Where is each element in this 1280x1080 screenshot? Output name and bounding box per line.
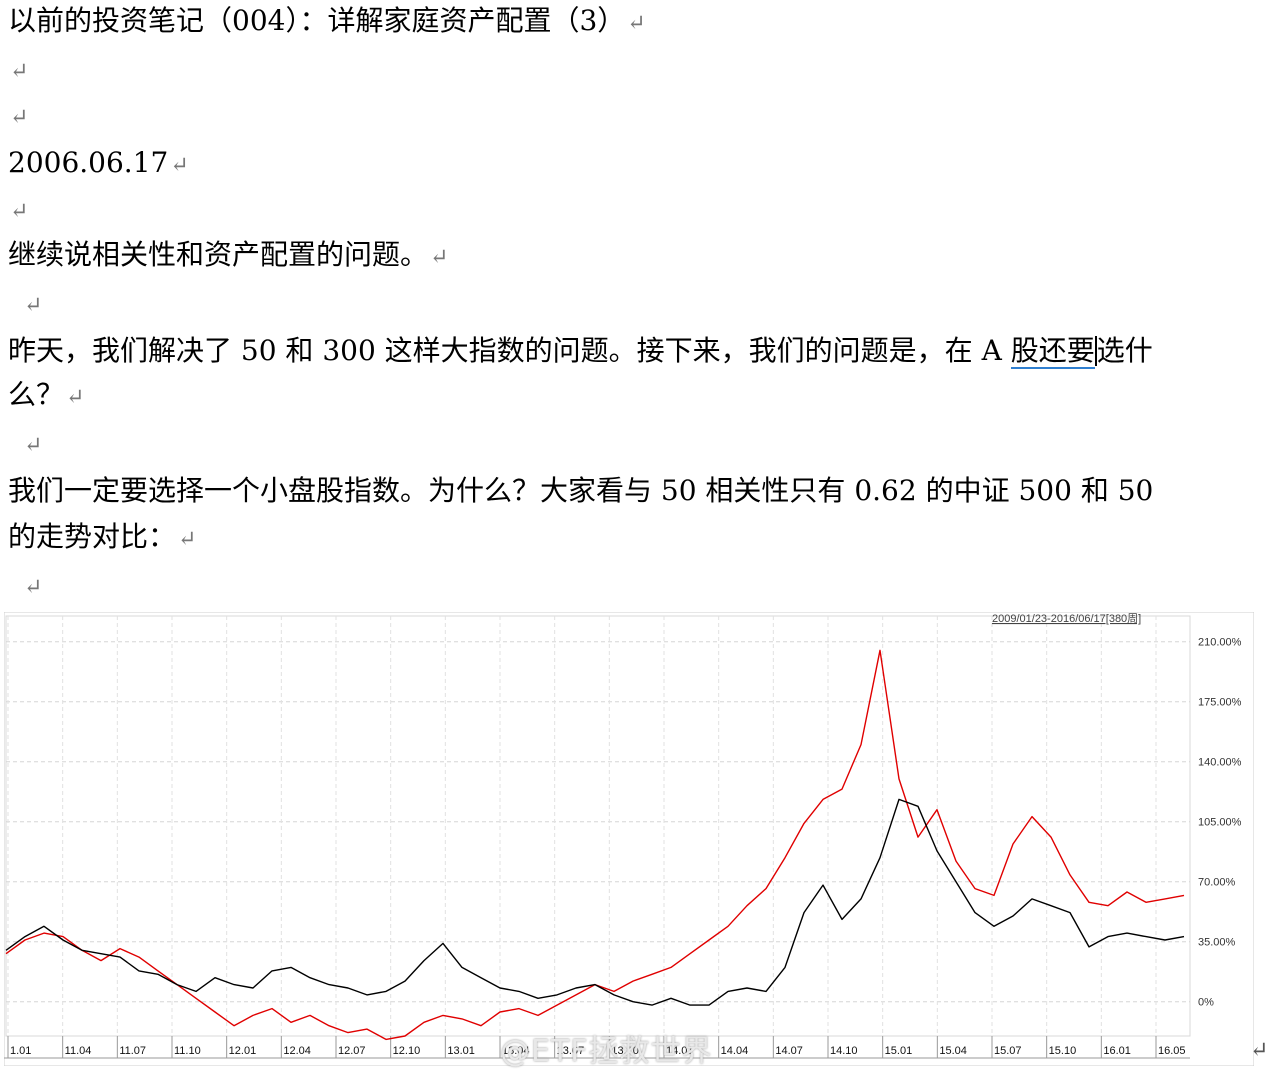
x-tick-label: 13.04 bbox=[502, 1045, 530, 1057]
x-tick-label: 14.07 bbox=[775, 1045, 803, 1057]
paragraph-mark: ↵ bbox=[1250, 1038, 1269, 1063]
x-tick-label: 11.10 bbox=[174, 1045, 201, 1057]
paragraph-2-line-1[interactable]: 昨天，我们解决了 50 和 300 这样大指数的问题。接下来，我们的问题是，在 … bbox=[8, 334, 1153, 369]
paragraph-mark: ↵ bbox=[10, 199, 29, 224]
plot-area bbox=[5, 615, 1191, 1037]
x-tick-label: 14.04 bbox=[721, 1045, 749, 1057]
paragraph-2-line-2: 么？↵ bbox=[8, 378, 85, 411]
empty-paragraph: ↵ bbox=[22, 426, 42, 463]
x-tick-label: 15.01 bbox=[885, 1045, 913, 1057]
x-tick-label: 15.10 bbox=[1049, 1045, 1077, 1057]
document-title: 以前的投资笔记（004）：详解家庭资产配置（3）↵ bbox=[8, 4, 646, 37]
paragraph-mark: ↵ bbox=[430, 245, 449, 270]
x-tick-label: 12.07 bbox=[338, 1045, 366, 1057]
x-tick-label: 12.01 bbox=[229, 1045, 257, 1057]
y-tick-label: 105.00% bbox=[1198, 817, 1242, 829]
x-tick-label: 13.07 bbox=[557, 1045, 585, 1057]
x-tick-label: 13.01 bbox=[447, 1045, 475, 1057]
x-tick-label: 11.04 bbox=[65, 1045, 92, 1057]
paragraph-mark: ↵ bbox=[10, 59, 29, 84]
x-tick-label: 12.04 bbox=[283, 1045, 311, 1057]
y-tick-label: 175.00% bbox=[1198, 697, 1242, 709]
paragraph-mark: ↵ bbox=[24, 575, 43, 600]
paragraph-mark: ↵ bbox=[170, 153, 189, 178]
x-tick-label: 1.01 bbox=[10, 1045, 31, 1057]
paragraph-3-line-2: 的走势对比：↵ bbox=[8, 520, 197, 553]
empty-paragraph: ↵ bbox=[8, 52, 28, 89]
x-tick-label: 14.01 bbox=[666, 1045, 694, 1057]
paragraph-mark: ↵ bbox=[10, 105, 29, 130]
date-line: 2006.06.17↵ bbox=[8, 146, 189, 179]
x-tick-label: 15.04 bbox=[939, 1045, 967, 1057]
x-tick-label: 13.10 bbox=[611, 1045, 639, 1057]
y-tick-label: 210.00% bbox=[1198, 637, 1242, 649]
series-line-2 bbox=[5, 798, 1185, 1006]
x-tick-label: 11.07 bbox=[119, 1045, 146, 1057]
paragraph-mark: ↵ bbox=[66, 385, 85, 410]
underlined-phrase: 股还要 bbox=[1010, 334, 1095, 369]
empty-paragraph: ↵ bbox=[8, 192, 28, 229]
index-comparison-chart: 210.00% 175.00% 140.00% 105.00% 70.00% 35.00%… bbox=[4, 612, 1254, 1066]
y-tick-label: 35.00% bbox=[1198, 937, 1236, 949]
paragraph-1: 继续说相关性和资产配置的问题。↵ bbox=[8, 238, 449, 271]
text-cursor bbox=[1094, 336, 1097, 366]
range-label: 2009/01/23-2016/06/17[380周] bbox=[992, 612, 1141, 625]
y-tick-label: 0% bbox=[1198, 997, 1214, 1009]
empty-paragraph: ↵ bbox=[8, 98, 28, 135]
paragraph-mark: ↵ bbox=[24, 433, 43, 458]
x-tick-label: 15.07 bbox=[994, 1045, 1022, 1057]
x-tick-label: 12.10 bbox=[393, 1045, 421, 1057]
paragraph-3-line-1: 我们一定要选择一个小盘股指数。为什么？大家看与 50 相关性只有 0.62 的中… bbox=[8, 474, 1154, 507]
x-tick-label: 16.01 bbox=[1103, 1045, 1131, 1057]
paragraph-mark: ↵ bbox=[178, 527, 197, 552]
watermark: @ETF拯救世界 bbox=[500, 1034, 713, 1069]
paragraph-mark: ↵ bbox=[24, 293, 43, 318]
y-tick-label: 70.00% bbox=[1198, 877, 1236, 889]
x-tick-label: 14.10 bbox=[830, 1045, 858, 1057]
paragraph-mark: ↵ bbox=[627, 11, 646, 36]
empty-paragraph: ↵ bbox=[22, 568, 42, 605]
empty-paragraph: ↵ bbox=[22, 286, 42, 323]
y-tick-label: 140.00% bbox=[1198, 757, 1242, 769]
chart-svg: 210.00% 175.00% 140.00% 105.00% 70.00% 35.00%… bbox=[4, 612, 1254, 1066]
x-tick-label: 16.05 bbox=[1158, 1045, 1186, 1057]
